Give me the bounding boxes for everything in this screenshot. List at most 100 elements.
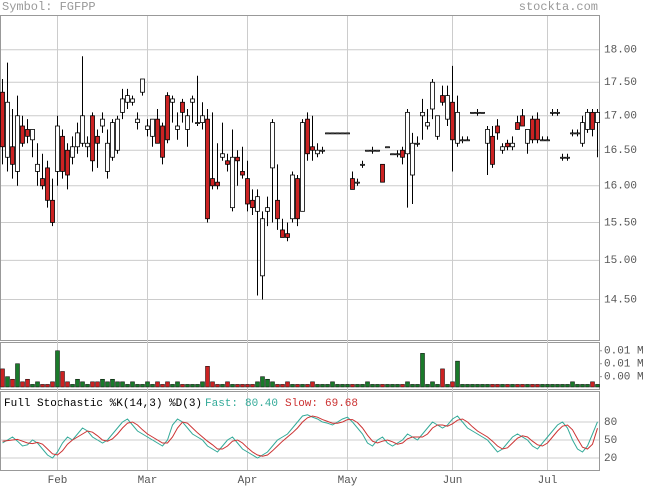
candle-body [10, 146, 15, 165]
volume-bar [545, 384, 550, 388]
x-tick-label: Jun [443, 475, 463, 486]
candle-body [495, 125, 500, 134]
y-tick-label: 16.50 [604, 145, 637, 157]
volume-bar [230, 384, 235, 388]
candle-body [545, 139, 550, 142]
candle-body [590, 111, 595, 130]
volume-bar [115, 381, 120, 388]
volume-bar [75, 378, 80, 388]
candle-body [380, 163, 385, 183]
y-tick-label: 18.00 [604, 45, 637, 57]
candle-body [110, 122, 115, 158]
candle-body [555, 111, 560, 114]
candle-body [360, 163, 365, 166]
volume-bar [195, 384, 200, 388]
volume-bar [375, 384, 380, 388]
candle-body [295, 178, 300, 220]
volume-bar [395, 384, 400, 388]
candle-body [45, 167, 50, 201]
legend-value: 80.40 [245, 398, 278, 410]
stochastic-line [2, 414, 598, 459]
candle-body [235, 156, 240, 162]
volume-bar [345, 384, 350, 388]
candle-body [400, 149, 405, 158]
volume-bar [45, 384, 50, 388]
volume-bar [295, 384, 300, 388]
volume-bar [355, 384, 360, 388]
candle-body [90, 115, 95, 162]
volume-bar [15, 363, 20, 388]
candle-body [175, 125, 180, 130]
candle-body [240, 171, 245, 176]
volume-bar [180, 384, 185, 388]
candle-body [170, 98, 175, 103]
candle-body [420, 111, 425, 117]
candle-body [570, 132, 575, 135]
volume-bar [110, 378, 115, 388]
volume-bar [400, 384, 405, 388]
volume-bar [265, 378, 270, 388]
y-tick-label: 80 [604, 417, 617, 429]
candle-body [200, 115, 205, 123]
volume-bar [530, 384, 535, 388]
volume-bar [370, 384, 375, 388]
y-tick-label: 14.50 [604, 294, 637, 306]
candle-body [190, 98, 195, 103]
volume-bar [130, 381, 135, 388]
candle-body [390, 153, 395, 156]
candle-body [435, 115, 440, 137]
candle-body [180, 101, 185, 113]
candle-body [355, 181, 360, 184]
symbol: Symbol: FGFPP [2, 0, 96, 14]
volume-bar [550, 384, 555, 388]
volume-bar [350, 384, 355, 388]
volume-bar [80, 381, 85, 388]
candle-body [310, 146, 315, 151]
volume-bar [90, 381, 95, 388]
volume-bar [425, 384, 430, 388]
volume-bar [300, 384, 305, 388]
volume-bar [535, 384, 540, 388]
volume-bar [420, 353, 425, 388]
candle-body [5, 101, 10, 158]
volume-bar [165, 381, 170, 388]
candle-body [340, 132, 345, 135]
volume-bar [145, 381, 150, 388]
volume-bar [135, 384, 140, 388]
candle-body [440, 95, 445, 103]
candle-body [230, 156, 235, 209]
candle-body [0, 91, 5, 148]
volume-bar [120, 381, 125, 388]
volume-bar [380, 384, 385, 388]
candle-body [560, 156, 565, 159]
candle-body [55, 125, 60, 172]
x-tick-label: May [338, 475, 358, 486]
volume-bar [105, 381, 110, 388]
candle-body [185, 115, 190, 130]
candle-body [315, 149, 320, 155]
volume-bar [210, 381, 215, 388]
volume-bar [5, 376, 10, 388]
candle-body [485, 129, 490, 144]
candle-body [205, 118, 210, 220]
candle-body [470, 111, 475, 114]
volume-bar [495, 384, 500, 388]
candle-body [140, 78, 145, 93]
volume-bar [250, 384, 255, 388]
volume-bar [405, 381, 410, 388]
volume-bar [205, 366, 210, 388]
volume-bar [335, 384, 340, 388]
candle-body [425, 122, 430, 127]
candle-body [30, 129, 35, 141]
candle-body [415, 142, 420, 145]
volume-bar [140, 384, 145, 388]
x-tick-label: Apr [238, 475, 258, 486]
candle-body [320, 149, 325, 152]
volume-bar [575, 384, 580, 388]
stochastic-line [2, 415, 598, 457]
volume-bar [340, 384, 345, 388]
volume-bar [590, 381, 595, 388]
volume-bar [255, 381, 260, 388]
candle-body [115, 118, 120, 151]
